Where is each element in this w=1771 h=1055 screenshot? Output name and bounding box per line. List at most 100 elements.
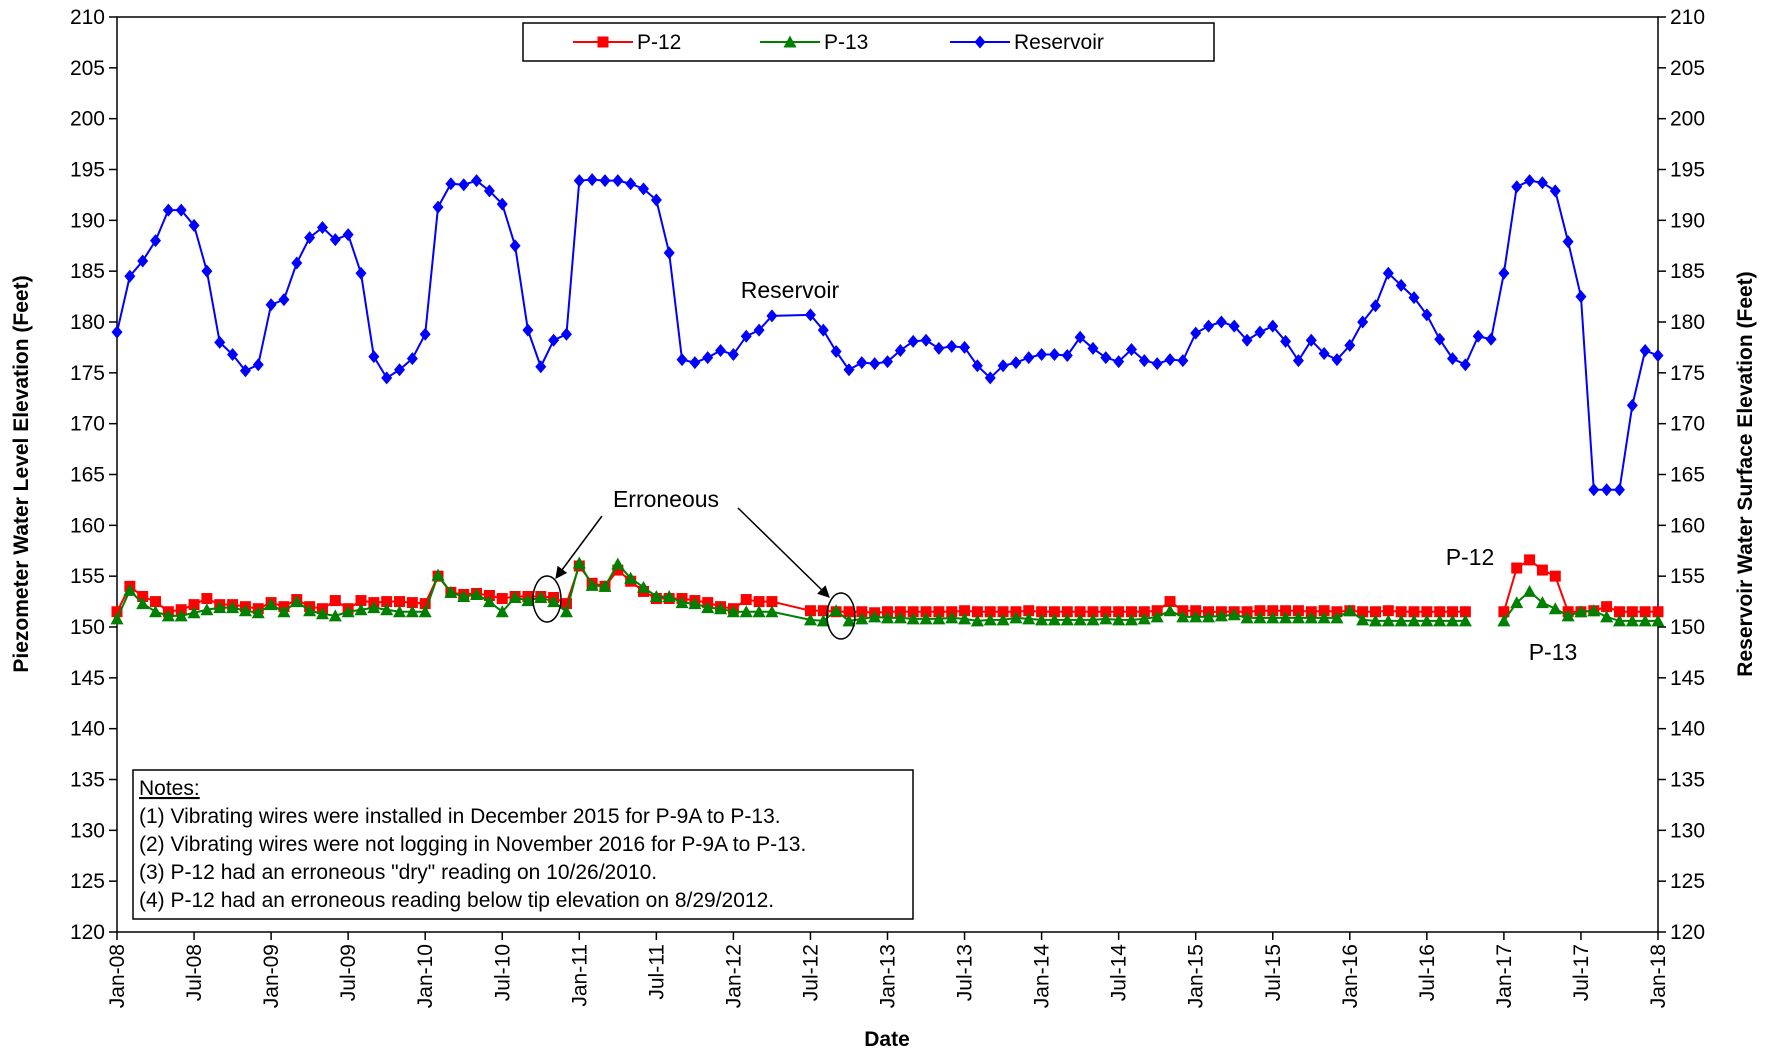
marker xyxy=(1357,606,1369,618)
annotation: Erroneous xyxy=(613,486,719,512)
marker xyxy=(1138,606,1150,618)
marker xyxy=(1318,605,1330,617)
marker xyxy=(1613,606,1625,618)
marker xyxy=(1036,606,1048,618)
marker xyxy=(1548,602,1562,615)
marker xyxy=(381,371,393,385)
marker xyxy=(650,193,662,207)
marker xyxy=(150,234,162,248)
marker xyxy=(856,356,868,370)
marker xyxy=(1228,319,1240,333)
marker xyxy=(1023,605,1035,617)
marker xyxy=(214,335,226,349)
marker xyxy=(676,353,688,367)
marker xyxy=(868,610,882,623)
y2-tick-label: 175 xyxy=(1670,362,1705,385)
marker xyxy=(1113,355,1125,369)
marker xyxy=(1498,266,1510,280)
highlight-circle xyxy=(532,575,562,623)
marker xyxy=(573,174,585,188)
marker xyxy=(329,595,341,607)
y2-tick-label: 205 xyxy=(1670,57,1705,80)
y-tick-label: 125 xyxy=(70,870,105,893)
marker xyxy=(1254,325,1266,339)
note-line: (4) P-12 had an erroneous reading below … xyxy=(139,889,774,912)
y-tick-label: 170 xyxy=(70,413,105,436)
marker xyxy=(920,606,932,618)
marker xyxy=(393,605,407,618)
marker xyxy=(1061,606,1073,618)
marker xyxy=(175,203,187,217)
series-line xyxy=(116,178,1659,491)
arrow xyxy=(555,515,603,579)
marker xyxy=(881,611,894,624)
marker xyxy=(559,605,573,618)
x-tick-label: Jul-11 xyxy=(645,944,668,1000)
x-tick-label: Jan-13 xyxy=(877,944,900,1008)
marker xyxy=(1458,614,1472,627)
marker xyxy=(1240,611,1254,624)
x-tick-label: Jan-15 xyxy=(1185,944,1208,1008)
marker xyxy=(1651,614,1665,627)
marker xyxy=(714,602,728,615)
x-tick-label: Jul-09 xyxy=(337,944,360,1001)
marker xyxy=(1150,610,1164,623)
marker xyxy=(1395,278,1407,292)
marker xyxy=(1163,604,1177,617)
y2-tick-label: 120 xyxy=(1670,921,1705,944)
marker xyxy=(585,578,599,591)
y2-tick-label: 200 xyxy=(1670,108,1705,131)
marker xyxy=(482,595,496,608)
marker xyxy=(753,596,765,608)
marker xyxy=(1074,606,1086,618)
marker xyxy=(1639,343,1651,357)
marker xyxy=(1369,299,1381,313)
marker xyxy=(907,334,919,348)
marker xyxy=(1356,613,1370,626)
y2-tick-label: 125 xyxy=(1670,870,1705,893)
marker xyxy=(1291,611,1305,624)
marker xyxy=(548,333,560,347)
marker xyxy=(830,344,842,358)
y2-tick-label: 140 xyxy=(1670,718,1705,741)
y-tick-label: 190 xyxy=(70,209,105,232)
x-tick-label: Jul-10 xyxy=(491,944,514,1001)
marker xyxy=(251,606,265,619)
marker xyxy=(1601,483,1613,497)
marker xyxy=(1318,347,1330,361)
marker xyxy=(856,606,868,618)
marker xyxy=(444,585,458,598)
marker xyxy=(1022,612,1036,625)
marker xyxy=(1524,174,1536,188)
marker xyxy=(188,218,200,232)
marker xyxy=(765,605,779,618)
marker xyxy=(1485,332,1497,346)
marker xyxy=(496,593,508,605)
marker xyxy=(1331,353,1343,367)
marker xyxy=(1125,606,1137,618)
marker xyxy=(1344,338,1356,352)
x-tick-label: Jan-11 xyxy=(568,944,591,1007)
y2-tick-label: 130 xyxy=(1670,819,1705,842)
marker xyxy=(612,564,624,576)
marker xyxy=(1588,483,1600,497)
highlight-circle xyxy=(826,592,856,640)
marker xyxy=(470,587,484,600)
marker xyxy=(663,246,675,260)
marker xyxy=(1549,184,1561,198)
y-tick-label: 130 xyxy=(70,819,105,842)
marker xyxy=(547,595,561,608)
marker xyxy=(1009,611,1023,624)
x-tick-label: Jul-16 xyxy=(1416,944,1439,1001)
y2-tick-label: 165 xyxy=(1670,464,1705,487)
marker xyxy=(946,339,958,353)
marker xyxy=(394,363,406,377)
x-tick-label: Jul-08 xyxy=(183,944,206,1001)
marker xyxy=(534,591,548,604)
marker xyxy=(123,583,137,596)
marker xyxy=(1368,614,1382,627)
x-tick-label: Jul-15 xyxy=(1262,944,1285,1001)
marker xyxy=(662,590,676,602)
y-tick-label: 165 xyxy=(70,464,105,487)
marker xyxy=(1190,326,1202,340)
